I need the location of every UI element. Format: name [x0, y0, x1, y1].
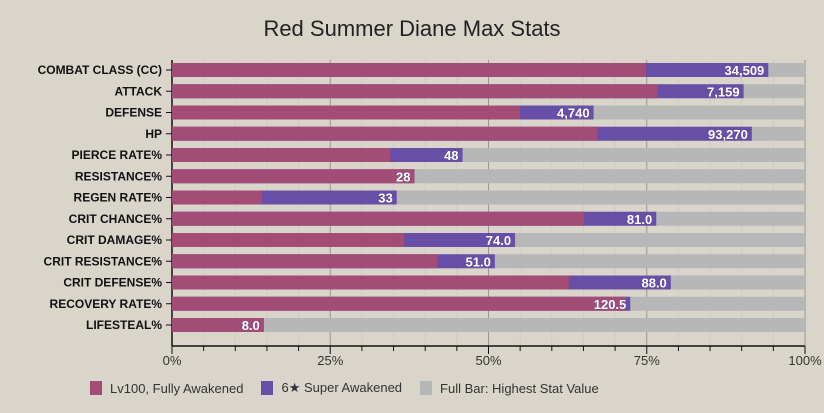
bar-lv100	[172, 105, 521, 120]
bar-lv100	[172, 211, 585, 226]
category-label: CRIT CHANCE%	[69, 212, 163, 226]
legend-label: 6★ Super Awakened	[281, 380, 403, 395]
bar-lv100	[172, 84, 658, 99]
legend-label: Full Bar: Highest Stat Value	[440, 380, 599, 396]
legend-item-full-bar[interactable]: Full Bar: Highest Stat Value	[420, 380, 599, 396]
bar-lv100	[172, 296, 626, 311]
legend-item-lv100[interactable]: Lv100, Fully Awakened	[90, 380, 243, 396]
data-label: 88.0	[641, 276, 666, 291]
x-tick-label: 50%	[475, 353, 501, 368]
data-label: 81.0	[627, 212, 652, 227]
legend-swatch	[261, 381, 274, 395]
data-label: 7,159	[707, 84, 740, 99]
category-label: COMBAT CLASS (CC)	[38, 63, 162, 77]
data-label: 34,509	[725, 63, 765, 78]
category-label: PIERCE RATE%	[72, 148, 163, 162]
bar-lv100	[172, 63, 647, 77]
data-label: 8.0	[242, 318, 260, 333]
bar-lv100	[172, 126, 598, 141]
bar-lv100	[172, 318, 264, 332]
data-label: 74.0	[486, 233, 511, 248]
category-label: ATTACK	[114, 84, 162, 98]
x-tick-label: 0%	[163, 353, 182, 368]
category-label: DEFENSE	[105, 106, 162, 120]
data-label: 28	[396, 169, 410, 184]
bar-lv100	[172, 148, 391, 162]
bar-lv100	[172, 190, 262, 205]
category-label: RESISTANCE%	[75, 169, 162, 183]
legend-swatch	[420, 381, 433, 395]
bar-full	[172, 318, 805, 332]
category-label: RECOVERY RATE%	[50, 297, 163, 311]
category-label: LIFESTEAL%	[86, 318, 162, 332]
bar-lv100	[172, 233, 405, 247]
x-tick-label: 100%	[788, 353, 822, 368]
legend-label: Lv100, Fully Awakened	[110, 380, 244, 396]
category-label: REGEN RATE%	[74, 191, 163, 205]
category-label: CRIT DAMAGE%	[67, 233, 163, 247]
data-label: 48	[444, 148, 458, 163]
data-label: 93,270	[708, 127, 748, 142]
x-tick-label: 75%	[634, 353, 660, 368]
bar-lv100	[172, 169, 415, 184]
data-label: 51.0	[466, 254, 491, 269]
data-label: 120.5	[594, 297, 627, 312]
data-label: 4,740	[557, 106, 590, 121]
legend-swatch	[90, 381, 102, 395]
legend-item-super-awakened[interactable]: 6★ Super Awakened	[261, 380, 402, 396]
category-label: CRIT DEFENSE%	[63, 276, 162, 290]
x-tick-label: 25%	[317, 353, 343, 368]
legend: Lv100, Fully Awakened 6★ Super Awakened …	[90, 380, 599, 396]
bar-lv100	[172, 254, 438, 269]
category-label: HP	[145, 127, 162, 141]
chart-title: Red Summer Diane Max Stats	[263, 16, 561, 41]
bar-lv100	[172, 275, 569, 290]
data-label: 33	[378, 191, 392, 206]
category-label: CRIT RESISTANCE%	[44, 254, 163, 268]
